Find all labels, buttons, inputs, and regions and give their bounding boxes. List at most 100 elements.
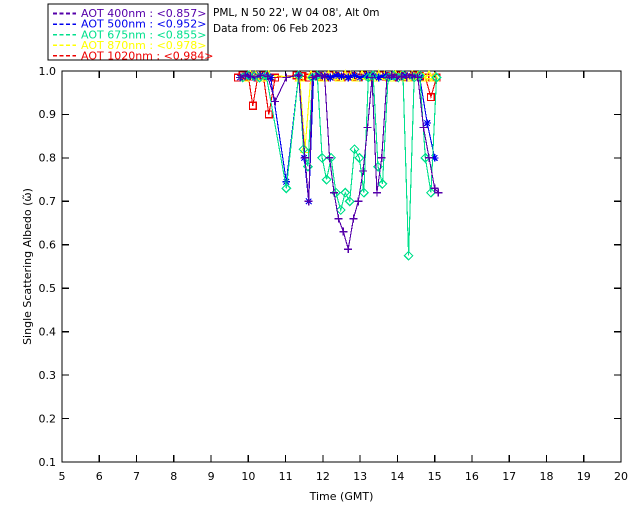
x-tick-label: 6 (96, 470, 103, 483)
data-point-diamond (298, 144, 309, 155)
data-point-plus (425, 153, 434, 162)
data-point-plus (282, 73, 291, 82)
data-point-plus (308, 73, 317, 82)
data-point-plus (434, 188, 443, 197)
data-point-plus (325, 153, 334, 162)
data-point-diamond (281, 183, 292, 194)
data-point-plus (320, 73, 329, 82)
data-point-plus (263, 72, 272, 81)
x-tick-label: 7 (133, 470, 140, 483)
data-point-plus (397, 72, 406, 81)
data-point-plus (408, 71, 417, 80)
data-point-plus (413, 73, 422, 82)
x-tick-label: 13 (353, 470, 367, 483)
data-point-plus (372, 188, 381, 197)
legend-label: AOT 870nm : <0.978> (81, 39, 207, 52)
series-line (242, 74, 438, 256)
data-point-diamond (403, 250, 414, 261)
y-tick-label: 0.6 (39, 239, 57, 252)
data-point-asterisk (282, 177, 291, 186)
data-point-diamond (349, 144, 360, 155)
data-point-plus (312, 72, 321, 81)
y-tick-label: 0.5 (39, 282, 57, 295)
data-point-asterisk (266, 73, 275, 82)
y-tick-label: 0.1 (39, 456, 57, 469)
x-tick-label: 5 (59, 470, 66, 483)
data-point-plus (334, 214, 343, 223)
series-aot-500nm (236, 71, 439, 206)
data-point-diamond (358, 187, 369, 198)
data-point-plus (300, 153, 309, 162)
data-point-asterisk (356, 73, 364, 82)
y-tick-label: 0.2 (39, 412, 57, 425)
x-tick-label: 17 (502, 470, 516, 483)
plot-data-series (233, 69, 443, 261)
data-point-asterisk (326, 73, 335, 82)
data-point-plus (430, 184, 439, 193)
legend-label: AOT 675nm : <0.855> (81, 28, 207, 41)
data-point-plus (344, 245, 353, 254)
data-point-plus (246, 72, 255, 81)
legend-aot-500nm: AOT 500nm : <0.952> (53, 18, 207, 31)
x-tick-label: 14 (390, 470, 404, 483)
legend-aot-1020nm: AOT 1020nm : <0.984> (53, 50, 214, 63)
legend-aot-675nm: AOT 675nm : <0.855> (53, 28, 207, 41)
y-tick-label: 0.7 (39, 195, 57, 208)
legend-aot-870nm: AOT 870nm : <0.978> (53, 39, 207, 52)
data-point-asterisk (430, 154, 439, 162)
axis-titles: Time (GMT) Single Scattering Albedo (ω̃) (21, 188, 373, 503)
data-point-diamond (340, 187, 351, 198)
data-point-diamond (321, 174, 332, 185)
data-point-square (426, 93, 435, 102)
data-date-text: Data from: 06 Feb 2023 (213, 23, 338, 35)
data-point-plus (359, 166, 368, 175)
data-point-plus (330, 188, 339, 197)
data-point-diamond (431, 72, 442, 83)
data-point-plus (402, 73, 411, 82)
data-point-diamond (312, 70, 323, 81)
data-point-diamond (368, 70, 379, 81)
x-tick-label: 20 (614, 470, 628, 483)
data-point-plus (387, 71, 396, 80)
data-point-asterisk (423, 119, 432, 127)
x-tick-label: 18 (539, 470, 553, 483)
x-tick-label: 12 (316, 470, 330, 483)
data-point-plus (294, 71, 303, 80)
data-point-plus (377, 153, 386, 162)
data-point-asterisk (332, 71, 340, 80)
y-tick-label: 0.3 (39, 369, 57, 382)
data-point-triangle (423, 69, 435, 80)
series-aot-400nm (236, 71, 443, 254)
data-point-asterisk (337, 72, 346, 81)
data-point-plus (304, 197, 313, 206)
y-tick-label: 0.8 (39, 152, 57, 165)
x-tick-label: 19 (577, 470, 591, 483)
chart-header: PML, N 50 22', W 04 08', Alt 0m Data from… (213, 7, 380, 35)
data-point-asterisk (344, 73, 353, 82)
y-tick-label: 0.9 (39, 108, 57, 121)
x-tick-label: 10 (241, 470, 255, 483)
plot-axes: 5 6 7 8 9 10 11 12 13 14 15 16 17 18 19 20 0.1 0.2 0.3 0.4 0… (39, 65, 629, 483)
y-axis-title: Single Scattering Albedo (ω̃) (21, 188, 34, 345)
y-tick-label: 0.4 (39, 325, 57, 338)
x-axis-title: Time (GMT) (309, 490, 374, 503)
data-point-plus (382, 73, 391, 82)
data-point-asterisk (401, 71, 409, 80)
data-point-diamond (397, 70, 409, 81)
data-point-plus (251, 73, 260, 82)
data-point-diamond (420, 152, 431, 163)
data-point-square (248, 101, 257, 110)
data-point-plus (236, 73, 245, 82)
data-point-plus (256, 71, 265, 80)
plot-frame (61, 70, 622, 463)
data-point-diamond (330, 187, 341, 198)
data-point-diamond (261, 70, 272, 81)
x-tick-label: 11 (279, 470, 293, 483)
data-point-plus (339, 227, 348, 236)
legend: AOT 400nm : <0.857>AOT 500nm : <0.952>AO… (47, 3, 214, 63)
data-point-diamond (344, 196, 355, 207)
data-point-diamond (414, 70, 425, 81)
site-location-text: PML, N 50 22', W 04 08', Alt 0m (213, 7, 380, 19)
